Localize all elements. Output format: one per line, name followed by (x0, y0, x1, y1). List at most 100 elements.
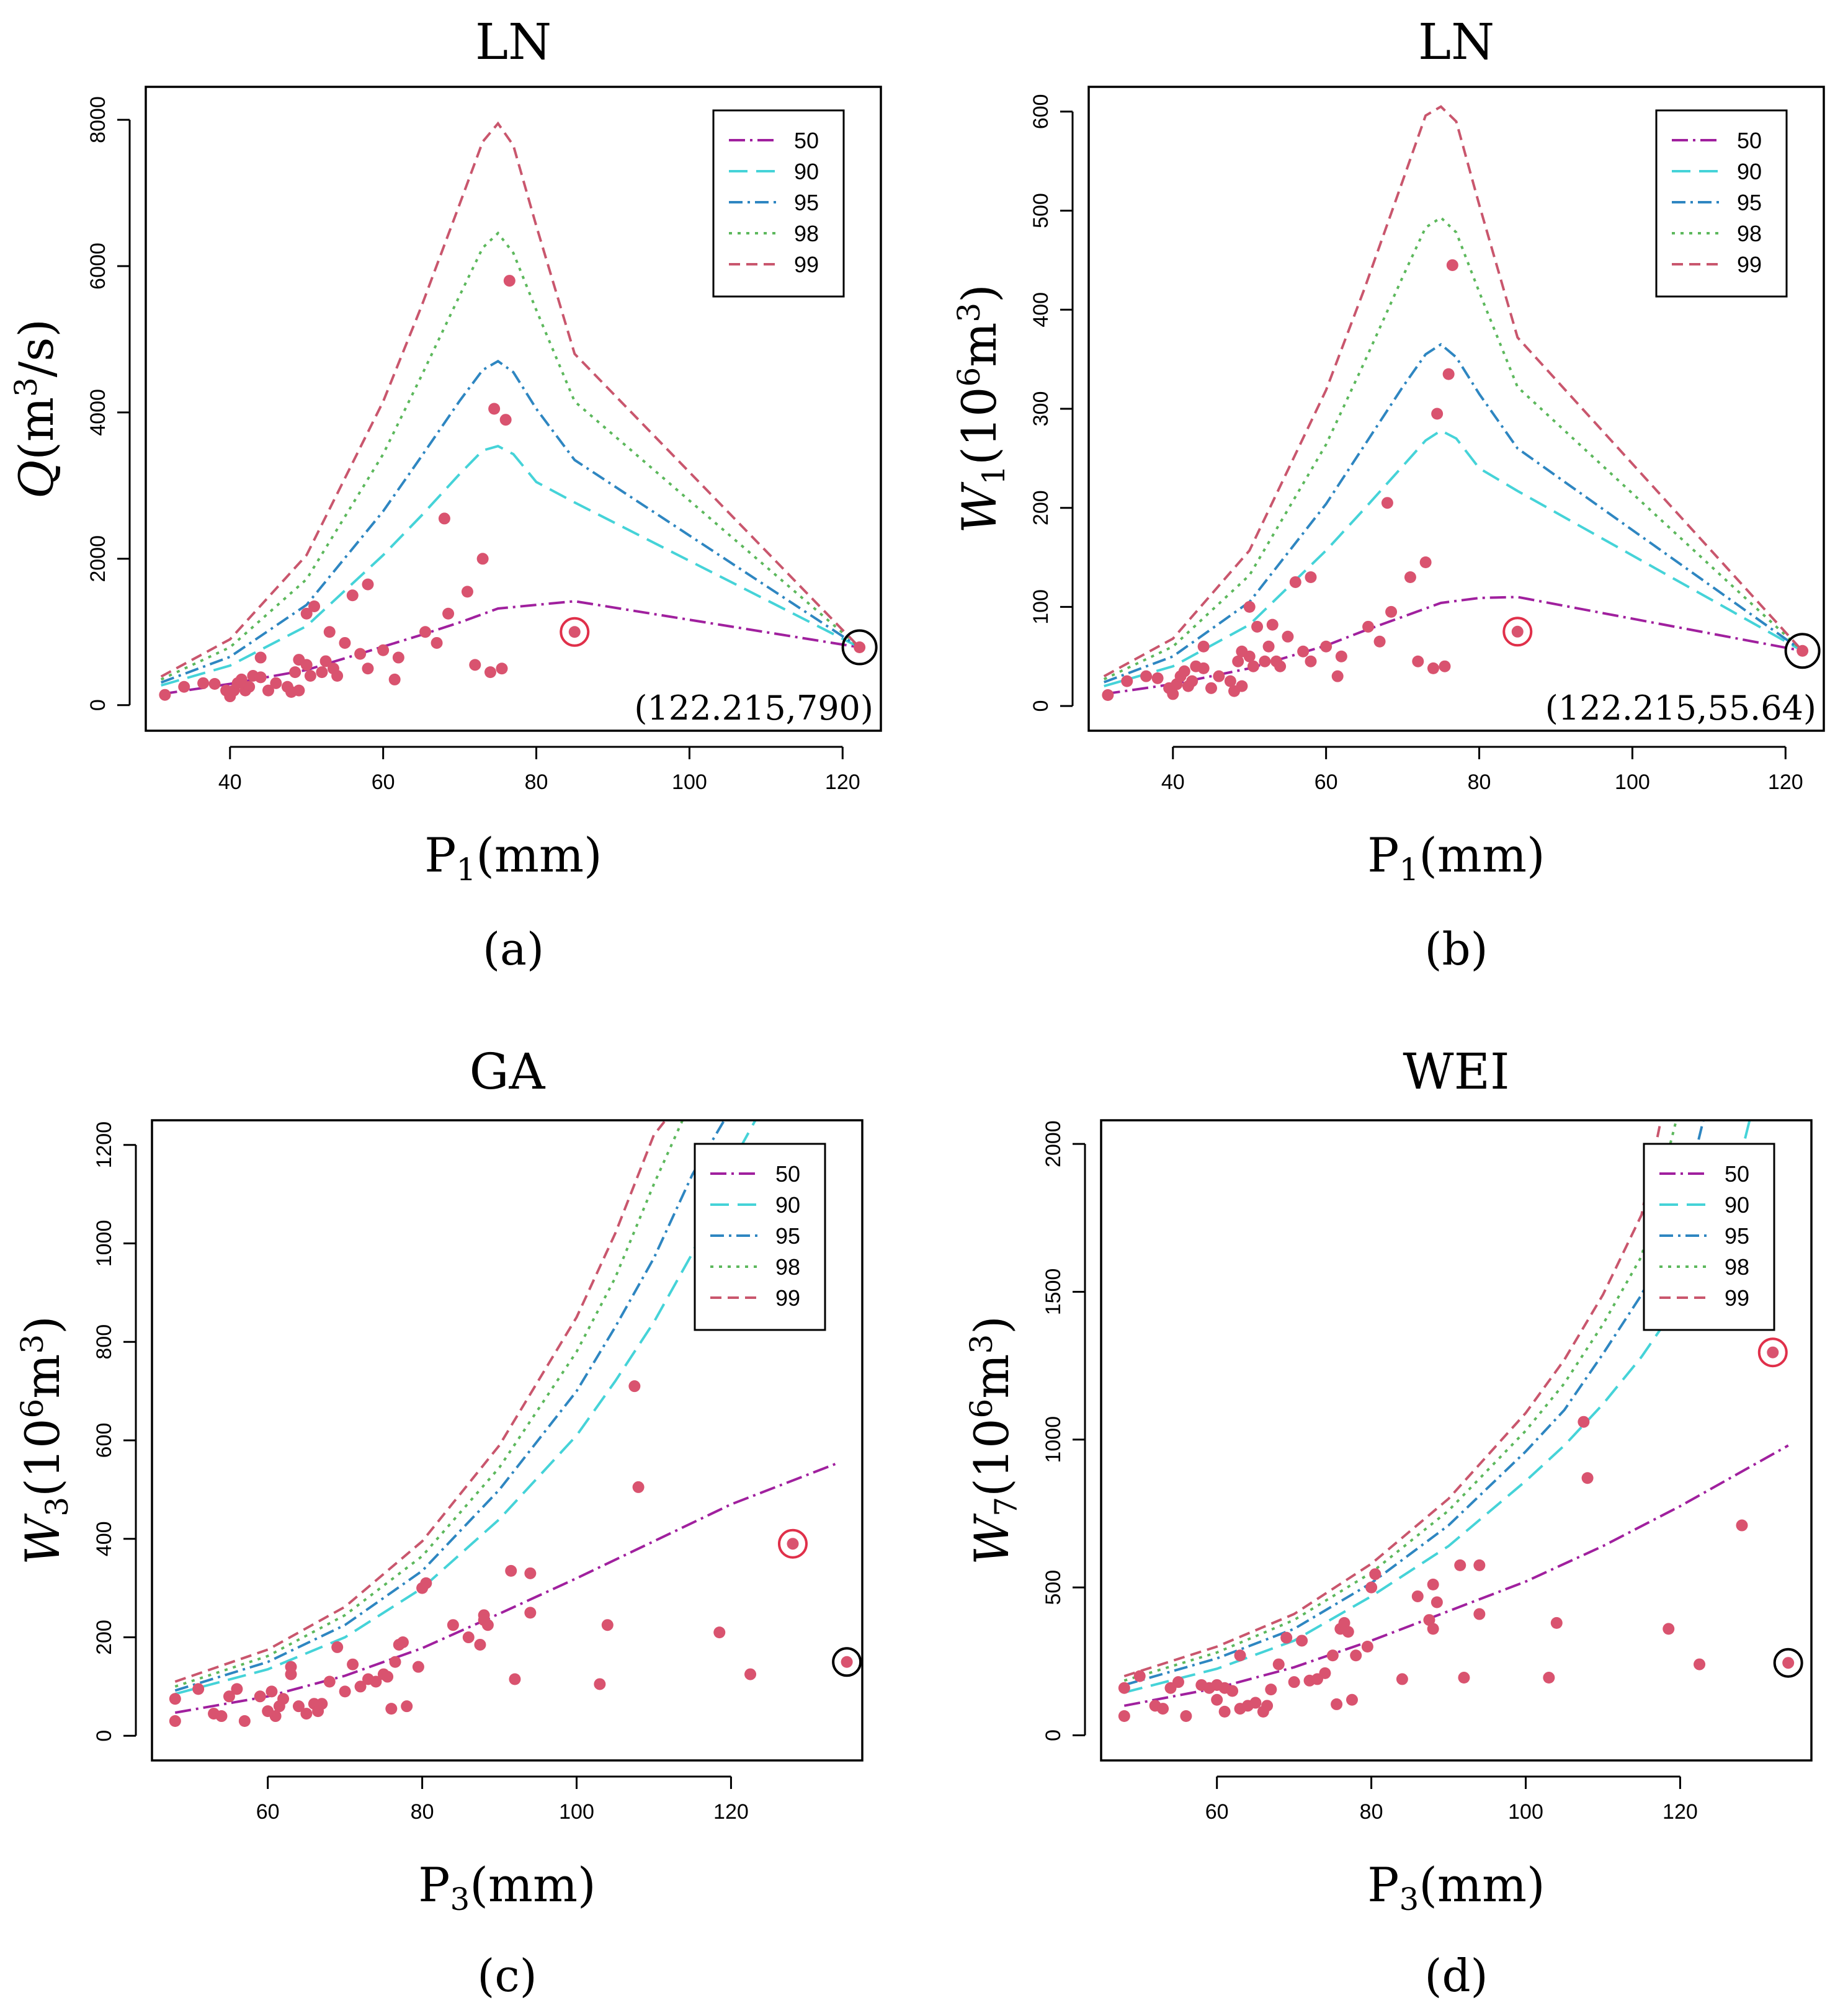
data-point (1550, 1617, 1563, 1629)
x-tick-label: 80 (525, 770, 548, 794)
x-tick-label: 40 (218, 770, 242, 794)
data-point (1385, 605, 1398, 618)
y-label-sup: 3 (8, 377, 44, 397)
data-point (524, 1567, 537, 1579)
data-point (401, 1700, 413, 1713)
data-point (223, 1690, 235, 1703)
x-tick-label: 60 (1315, 770, 1338, 794)
data-point (339, 1685, 351, 1698)
data-point (370, 1675, 382, 1688)
data-point (1458, 1672, 1470, 1684)
data-point (231, 1683, 243, 1695)
y-label-end: ) (964, 1316, 1019, 1334)
data-point (285, 1661, 297, 1673)
y-label-tail: (10 (964, 1419, 1019, 1497)
data-point (1543, 1672, 1555, 1684)
data-point (1121, 675, 1133, 687)
data-point (1473, 1608, 1486, 1620)
data-point (431, 636, 443, 649)
y-tick-label: 400 (1029, 292, 1053, 328)
x-tick-label: 80 (1468, 770, 1491, 794)
data-point (461, 586, 473, 598)
data-point (1274, 660, 1287, 672)
data-point (192, 1683, 205, 1695)
data-point (1427, 1623, 1439, 1635)
series-line-90 (1104, 429, 1803, 688)
series-line-98 (174, 1120, 684, 1688)
y-tick-label: 0 (86, 699, 110, 711)
data-point (601, 1619, 614, 1631)
legend-label-98: 98 (775, 1254, 800, 1280)
x-axis-label: P1(mm) (424, 827, 602, 888)
data-point (1186, 675, 1199, 687)
data-points (159, 275, 516, 703)
x-label-sub: 1 (456, 852, 476, 888)
data-point (235, 673, 248, 685)
x-tick-label: 100 (1508, 1800, 1543, 1824)
data-point (254, 671, 267, 684)
x-label-tail: (mm) (1419, 1857, 1545, 1912)
panel-label: (b) (1424, 923, 1488, 975)
data-point (1236, 680, 1248, 692)
plot-frame (145, 86, 882, 732)
x-tick-label: 60 (372, 770, 395, 794)
legend-label-99: 99 (1737, 252, 1762, 277)
y-tick-label: 1000 (92, 1220, 116, 1267)
y-label-sub: 3 (39, 1497, 75, 1517)
data-point (1319, 1667, 1331, 1679)
data-point (1282, 630, 1294, 643)
highlight-point-black (841, 1656, 853, 1668)
y-tick-label: 1000 (1042, 1416, 1065, 1463)
series-line-99 (160, 121, 860, 678)
data-point (1224, 675, 1236, 687)
data-point (1305, 655, 1317, 667)
y-tick-label: 8000 (86, 96, 110, 143)
data-point (197, 677, 210, 689)
x-tick-label: 60 (256, 1800, 280, 1824)
y-tick-label: 2000 (86, 535, 110, 582)
data-point (1297, 645, 1310, 658)
highlight-point-red (1767, 1346, 1779, 1358)
data-point (419, 626, 432, 638)
data-point (1172, 1676, 1184, 1688)
data-point (1296, 1635, 1308, 1647)
point-annotation: (122.215,790) (634, 689, 873, 728)
series-line-95 (161, 359, 860, 684)
series-line-98 (1123, 1120, 1678, 1682)
y-label-mid: m (964, 1354, 1019, 1399)
x-tick-label: 120 (1768, 770, 1803, 794)
data-point (1350, 1649, 1362, 1662)
x-tick-label: 60 (1205, 1800, 1229, 1824)
data-point (254, 1690, 266, 1703)
y-label-mid: m (952, 323, 1007, 367)
series-line-50 (1123, 1444, 1789, 1707)
data-point (1663, 1623, 1675, 1635)
y-tick-label: 1500 (1042, 1269, 1065, 1316)
highlight-circle-red (1502, 617, 1533, 647)
series-line-95 (174, 1120, 726, 1692)
series-line-99 (174, 1120, 667, 1683)
x-axis: 40 60 80 100 120 (1161, 746, 1803, 794)
data-point (1442, 368, 1455, 380)
data-point (1259, 655, 1271, 667)
data-point (1736, 1519, 1748, 1532)
y-axis-label: Q(m3/s) (8, 319, 64, 499)
y-tick-label: 500 (1042, 1570, 1065, 1605)
y-tick-label: 100 (1029, 589, 1053, 625)
x-tick-label: 80 (1360, 1800, 1383, 1824)
legend: 50 90 95 98 99 (694, 1143, 826, 1331)
legend-label-98: 98 (1737, 221, 1762, 246)
data-point (1178, 665, 1190, 677)
data-point (1396, 1673, 1408, 1685)
data-point (469, 659, 481, 671)
data-point (392, 651, 404, 664)
panel-label: (d) (1424, 1950, 1488, 2002)
y-tick-label: 200 (1029, 490, 1053, 525)
data-point (396, 1636, 409, 1648)
plot-frame (1087, 86, 1825, 732)
data-point (1305, 571, 1317, 583)
highlight-circle-black (832, 1647, 862, 1677)
data-point (1335, 650, 1347, 662)
